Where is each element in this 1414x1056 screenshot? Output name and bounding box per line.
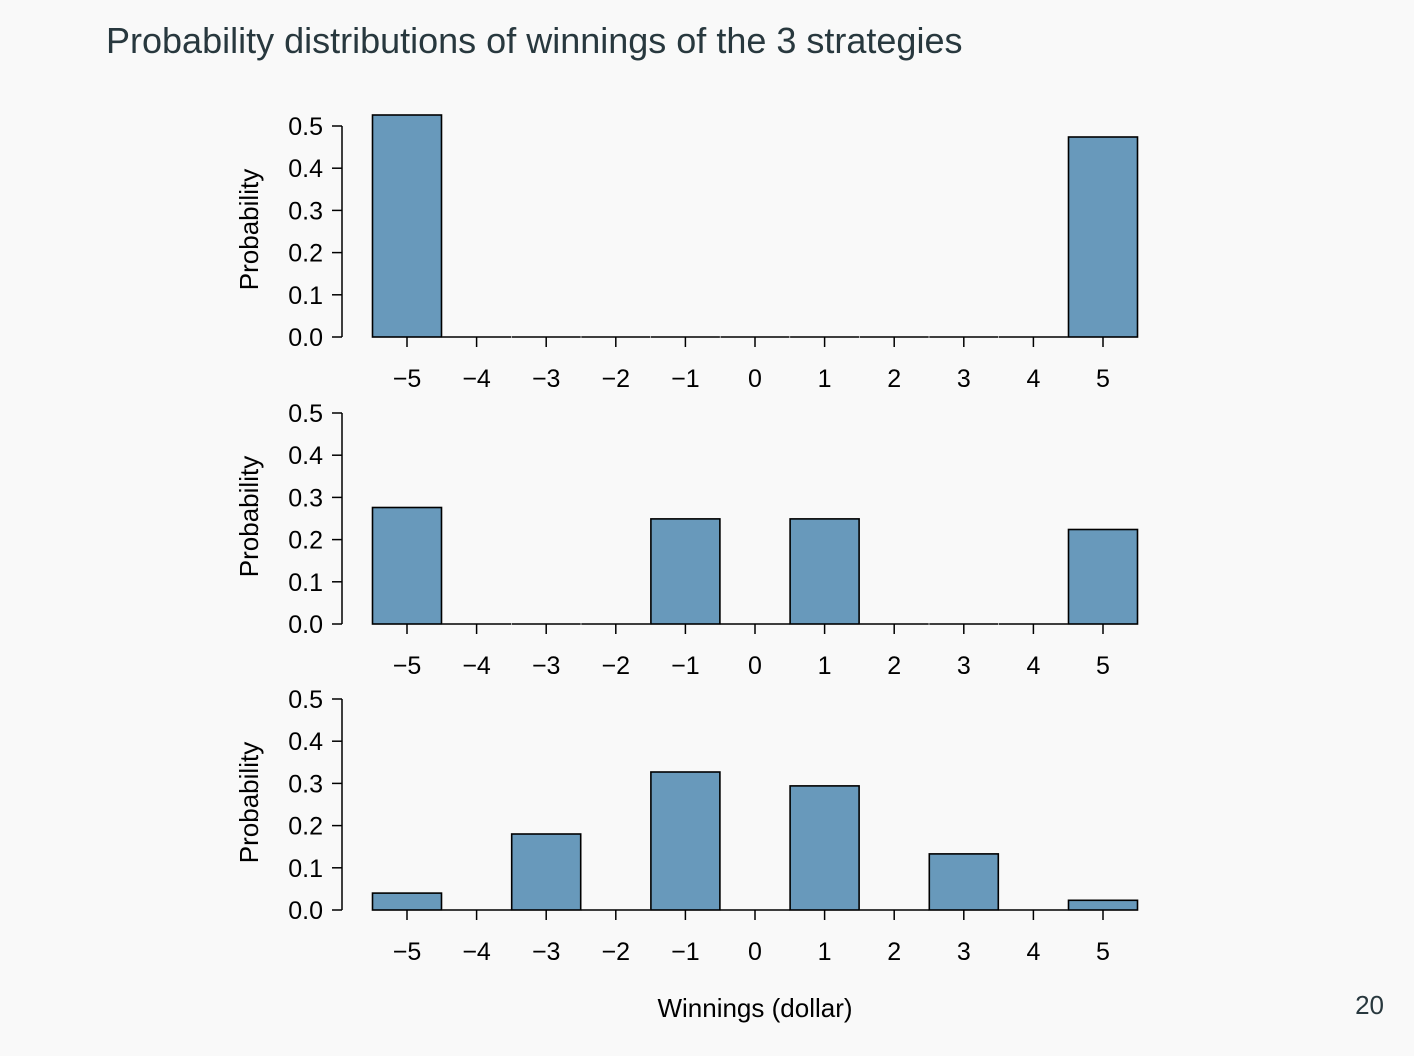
x-tick-label: 4 [1026, 938, 1040, 966]
y-tick-label: 0.5 [288, 113, 323, 141]
x-tick-label: 2 [887, 652, 901, 680]
y-axis-title: Probability [234, 742, 264, 863]
x-tick-label: −5 [393, 652, 422, 680]
x-tick-label: 5 [1096, 365, 1110, 393]
x-tick-label: 4 [1026, 652, 1040, 680]
x-tick-label: −3 [532, 938, 561, 966]
x-tick-label: −2 [602, 365, 631, 393]
bar [371, 506, 443, 625]
y-axis-title: Probability [234, 169, 264, 290]
y-tick-label: 0.4 [288, 442, 323, 470]
x-tick-label: −2 [602, 938, 631, 966]
x-tick-label: 1 [818, 938, 832, 966]
bar [371, 114, 443, 338]
x-tick-label: −1 [671, 938, 700, 966]
y-tick-label: 0.2 [288, 527, 323, 555]
y-tick-label: 0.4 [288, 728, 323, 756]
chart-panel-3: 0.0 0.1 0.2 0.3 0.4 0.5 Probability −5 −4 −3 −2 −1 0… [234, 686, 1139, 1023]
y-tick-label: 0.4 [288, 155, 323, 183]
x-tick-label: 0 [748, 652, 762, 680]
y-tick-label: 0.5 [288, 400, 323, 428]
y-axis-title: Probability [234, 456, 264, 577]
y-tick-label: 0.1 [288, 569, 323, 597]
bar [789, 785, 860, 911]
x-tick-label: −3 [532, 652, 561, 680]
bar [1067, 528, 1139, 625]
y-tick-label: 0.3 [288, 197, 323, 225]
x-tick-label: −1 [671, 365, 700, 393]
y-tick-label: 0.3 [288, 770, 323, 798]
x-tick-label: −4 [462, 652, 491, 680]
y-tick-label: 0.1 [288, 855, 323, 883]
x-tick-label: −5 [393, 365, 422, 393]
bar [510, 833, 582, 911]
x-tick-label: −4 [462, 938, 491, 966]
x-tick-label: −4 [462, 365, 491, 393]
bar [1067, 136, 1139, 338]
x-tick-label: 0 [748, 938, 762, 966]
bar [789, 518, 860, 625]
x-tick-label: 2 [887, 365, 901, 393]
slide-title: Probability distributions of winnings of… [106, 20, 963, 61]
x-tick-label: −1 [671, 652, 700, 680]
x-tick-label: −2 [602, 652, 631, 680]
x-tick-label: 4 [1026, 365, 1040, 393]
y-tick-label: 0.0 [288, 611, 323, 639]
y-tick-label: 0.0 [288, 897, 323, 925]
x-tick-label: −3 [532, 365, 561, 393]
x-tick-label: 3 [957, 938, 971, 966]
x-tick-label: 2 [887, 938, 901, 966]
bar [371, 892, 443, 911]
x-tick-label: 3 [957, 365, 971, 393]
y-tick-label: 0.2 [288, 240, 323, 268]
bar [650, 518, 721, 625]
x-tick-label: 5 [1096, 652, 1110, 680]
x-axis-title: Winnings (dollar) [657, 993, 852, 1023]
bar [928, 853, 1000, 911]
y-tick-label: 0.5 [288, 686, 323, 714]
x-tick-label: 1 [818, 652, 832, 680]
x-tick-label: 1 [818, 365, 832, 393]
x-tick-label: 5 [1096, 938, 1110, 966]
x-tick-label: 3 [957, 652, 971, 680]
chart-panel-2: 0.0 0.1 0.2 0.3 0.4 0.5 Probability −5 −4 −3 −2 −1 0… [234, 400, 1139, 680]
chart-panel-1: 0.0 0.1 0.2 0.3 0.4 0.5 Probability −5 −4 −3 −2 −1 0… [234, 113, 1139, 393]
page-number: 20 [1355, 990, 1384, 1020]
y-tick-label: 0.1 [288, 282, 323, 310]
bar [650, 771, 721, 911]
x-tick-label: 0 [748, 365, 762, 393]
x-tick-label: −5 [393, 938, 422, 966]
bar [1067, 899, 1139, 911]
y-tick-label: 0.3 [288, 484, 323, 512]
y-tick-label: 0.2 [288, 813, 323, 841]
y-tick-label: 0.0 [288, 324, 323, 352]
